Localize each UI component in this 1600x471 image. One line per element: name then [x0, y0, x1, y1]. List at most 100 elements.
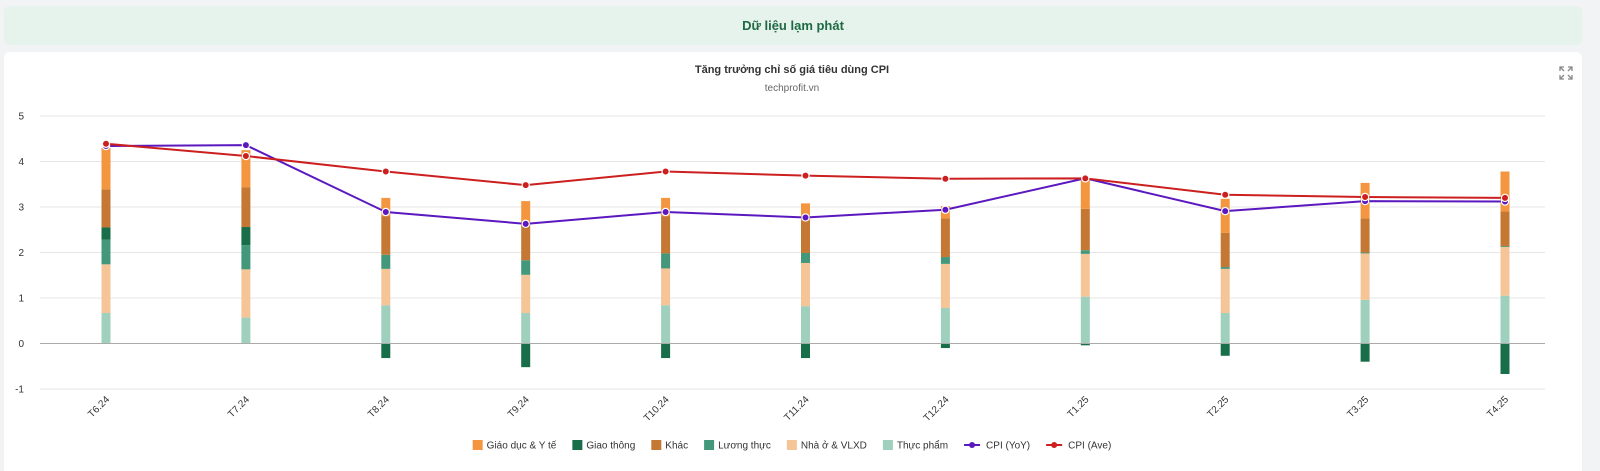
bar-segment-luong-thuc	[1220, 267, 1230, 269]
point-cpi-ave	[241, 151, 251, 161]
x-tick-label: T9.24	[506, 394, 532, 420]
bar-segment-thuc-pham	[801, 306, 810, 344]
point-cpi-ave	[101, 139, 111, 148]
y-axis: 5 4 3 2 1 0 -1	[15, 112, 24, 396]
bar-segment-nha-o-vlxd	[1080, 253, 1090, 297]
legend-label: Giao thông	[586, 441, 635, 452]
bar-segment-nha-o-vlxd	[801, 262, 810, 307]
bar-segment-giao-duc-y-te	[1500, 171, 1510, 212]
bar-segment-giao-thong	[101, 227, 111, 240]
bar-segment-luong-thuc	[1500, 246, 1510, 248]
y-tick-label: 4	[18, 157, 24, 168]
y-tick-label: -1	[15, 385, 24, 396]
bar-segment-thuc-pham	[381, 305, 391, 344]
bar-segment-khac	[1220, 232, 1230, 268]
bar-segment-luong-thuc	[521, 260, 531, 275]
x-tick-label: T6.24	[86, 394, 112, 420]
legend-swatch	[572, 440, 583, 450]
point-cpi-ave	[1360, 192, 1370, 202]
bar-segment-luong-thuc	[381, 254, 391, 269]
x-tick-label: T10.24	[642, 394, 672, 424]
section-title: Dữ liệu lạm phát	[742, 18, 844, 33]
bar-segment-giao-thong	[521, 343, 531, 368]
bar-segment-giao-thong	[940, 343, 950, 349]
section-header: Dữ liệu lạm phát	[4, 6, 1582, 45]
y-tick-label: 3	[18, 203, 24, 214]
bar-segment-luong-thuc	[1080, 250, 1090, 254]
bar-segment-nha-o-vlxd	[381, 268, 391, 306]
legend-label: CPI (Ave)	[1068, 441, 1111, 452]
bar-segment-giao-thong	[381, 343, 391, 359]
bar-segment-giao-thong	[801, 343, 810, 359]
legend-swatch	[1051, 442, 1058, 448]
chart-card	[4, 52, 1582, 471]
legend-item-giao-duc-y-te[interactable]: Giáo dục & Y tế	[472, 440, 557, 452]
bar-segment-thuc-pham	[241, 317, 251, 344]
bars	[101, 147, 1510, 374]
point-cpi-yoy	[661, 207, 670, 217]
legend-item-khac[interactable]: Khác	[651, 440, 688, 452]
legend-item-cpi-ave[interactable]: CPI (Ave)	[1046, 441, 1111, 452]
legend-item-giao-thong[interactable]: Giao thông	[572, 440, 635, 452]
chart-subtitle: techprofit.vn	[765, 83, 819, 94]
y-tick-label: 2	[18, 248, 24, 259]
grid	[40, 115, 1545, 390]
bar-segment-thuc-pham	[101, 313, 111, 344]
point-cpi-yoy	[941, 205, 950, 214]
bar-segment-giao-duc-y-te	[661, 197, 671, 217]
point-cpi-ave	[1220, 190, 1230, 199]
chart-title: Tăng trưởng chỉ số giá tiêu dùng CPI	[695, 64, 889, 76]
x-tick-label: T7.24	[226, 394, 252, 420]
bar-segment-nha-o-vlxd	[101, 264, 111, 314]
x-tick-label: T2.25	[1205, 394, 1231, 420]
point-cpi-yoy	[801, 213, 810, 222]
legend-swatch	[786, 440, 797, 450]
x-tick-label: T8.24	[366, 394, 392, 420]
point-cpi-ave	[521, 180, 530, 190]
bar-segment-thuc-pham	[661, 305, 671, 344]
bar-segment-khac	[521, 223, 531, 261]
y-tick-label: 1	[18, 294, 24, 305]
bar-segment-giao-thong	[1080, 343, 1090, 346]
bar-segment-giao-thong	[661, 343, 671, 359]
x-tick-label: T11.24	[782, 394, 812, 424]
x-tick-label: T3.25	[1345, 394, 1371, 420]
line-cpi-ave	[105, 142, 1506, 199]
bar-segment-thuc-pham	[1500, 295, 1510, 344]
legend-item-luong-thuc[interactable]: Lương thực	[704, 440, 771, 452]
x-tick-label: T4.25	[1485, 394, 1511, 420]
legend-item-nha-o-vlxd[interactable]: Nhà ở & VLXD	[786, 440, 867, 452]
legend-item-thuc-pham[interactable]: Thực phẩm	[882, 440, 948, 452]
y-tick-label: 0	[18, 339, 24, 350]
legend-swatch	[704, 440, 715, 450]
point-cpi-yoy	[241, 140, 251, 150]
point-cpi-ave	[1081, 174, 1090, 183]
bar-segment-giao-thong	[1220, 343, 1230, 356]
x-axis: T6.24 T7.24 T8.24 T9.24 T10.24 T11.24 T12.24 T1…	[86, 394, 1511, 424]
bar-segment-nha-o-vlxd	[241, 269, 251, 318]
point-cpi-ave	[1500, 193, 1510, 203]
bar-segment-khac	[661, 216, 671, 254]
bar-segment-giao-thong	[1360, 343, 1370, 362]
bar-segment-giao-duc-y-te	[1080, 178, 1090, 209]
bar-segment-luong-thuc	[1360, 252, 1370, 254]
point-cpi-ave	[661, 167, 670, 176]
bar-segment-thuc-pham	[1220, 313, 1230, 344]
bar-segment-khac	[1500, 211, 1510, 247]
point-cpi-ave	[801, 171, 810, 180]
bar-segment-khac	[801, 220, 810, 253]
bar-segment-nha-o-vlxd	[521, 274, 531, 314]
bar-segment-giao-thong	[241, 227, 251, 246]
bar-segment-thuc-pham	[940, 308, 950, 344]
bar-segment-nha-o-vlxd	[940, 263, 950, 309]
fullscreen-icon[interactable]	[1558, 65, 1574, 81]
bar-segment-khac	[940, 218, 950, 258]
bar-segment-nha-o-vlxd	[1500, 247, 1510, 296]
point-cpi-ave	[941, 174, 950, 183]
bar-segment-thuc-pham	[1080, 296, 1090, 344]
x-tick-label: T12.24	[922, 394, 952, 424]
legend-item-cpi-yoy[interactable]: CPI (YoY)	[964, 441, 1030, 452]
bar-segment-giao-duc-y-te	[101, 147, 111, 190]
x-tick-label: T1.25	[1066, 394, 1092, 420]
